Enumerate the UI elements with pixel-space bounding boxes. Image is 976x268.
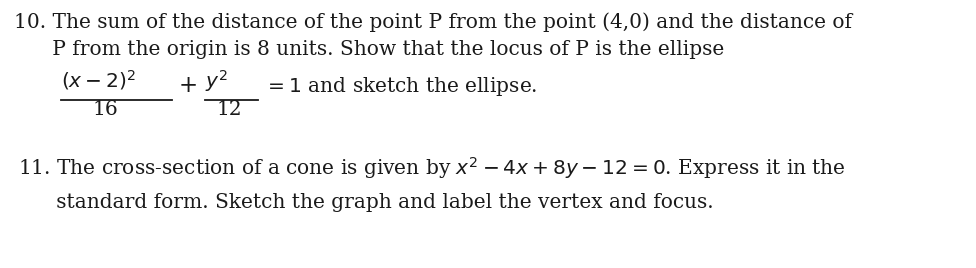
- Text: 12: 12: [217, 100, 242, 119]
- Text: 16: 16: [93, 100, 118, 119]
- Text: $= 1$ and sketch the ellipse.: $= 1$ and sketch the ellipse.: [264, 75, 537, 98]
- Text: $y^2$: $y^2$: [205, 68, 227, 94]
- Text: $+$: $+$: [178, 75, 196, 97]
- Text: 10. The sum of the distance of the point P from the point (4,0) and the distance: 10. The sum of the distance of the point…: [14, 12, 852, 32]
- Text: standard form. Sketch the graph and label the vertex and focus.: standard form. Sketch the graph and labe…: [18, 193, 713, 212]
- Text: 11. The cross-section of a cone is given by $x^2-4x+8y-12=0$. Express it in the: 11. The cross-section of a cone is given…: [18, 155, 845, 181]
- Text: P from the origin is 8 units. Show that the locus of P is the ellipse: P from the origin is 8 units. Show that …: [14, 40, 724, 59]
- Text: $(x-2)^2$: $(x-2)^2$: [61, 68, 136, 92]
